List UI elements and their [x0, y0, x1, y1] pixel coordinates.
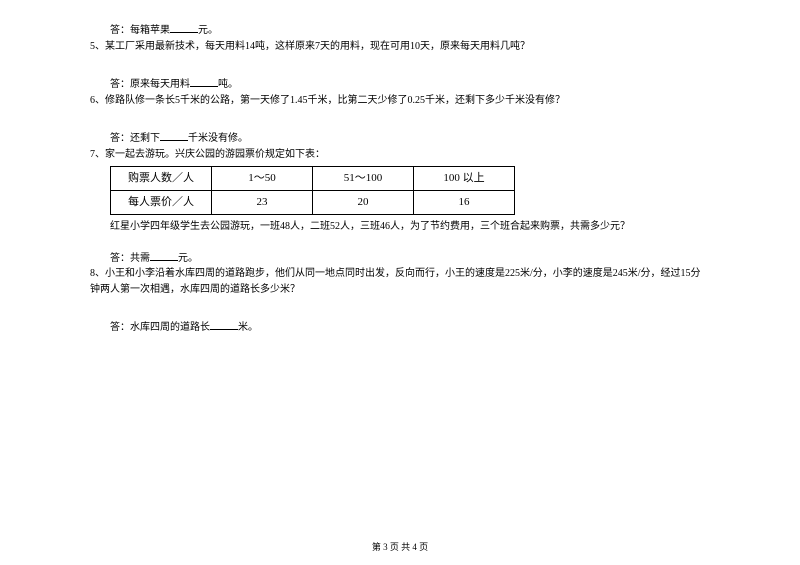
- q5-blank: [190, 76, 218, 87]
- q4-answer: 答：每箱苹果 元。: [90, 22, 710, 39]
- gap-8: [90, 297, 710, 319]
- q6-answer: 答：还剩下 千米没有修。: [90, 130, 710, 147]
- q7-after: 红星小学四年级学生去公园游玩，一班48人，二班52人，三班46人，为了节约费用，…: [90, 219, 710, 235]
- q7-td-0-2: 20: [313, 191, 414, 215]
- q7-blank: [150, 250, 178, 261]
- gap-6: [90, 108, 710, 130]
- q7-td-0-0: 每人票价／人: [111, 191, 212, 215]
- q7-th-0: 购票人数／人: [111, 167, 212, 191]
- q7-td-0-3: 16: [414, 191, 515, 215]
- q6-blank: [160, 130, 188, 141]
- q7-th-2: 51～100: [313, 167, 414, 191]
- q5-answer: 答：原来每天用料 吨。: [90, 76, 710, 93]
- q7-answer-prefix: 答：共需: [110, 253, 150, 264]
- q6-answer-prefix: 答：还剩下: [110, 133, 160, 144]
- q7-th-3: 100 以上: [414, 167, 515, 191]
- q5-text: 5、某工厂采用最新技术，每天用料14吨，这样原来7天的用料，现在可用10天，原来…: [90, 39, 710, 55]
- table-row-header: 购票人数／人 1～50 51～100 100 以上: [111, 167, 515, 191]
- q7-answer: 答：共需 元。: [90, 250, 710, 267]
- q6-text: 6、修路队修一条长5千米的公路，第一天修了1.45千米，比第二天少修了0.25千…: [90, 93, 710, 109]
- q8-answer: 答：水库四周的道路长 米。: [90, 319, 710, 336]
- q8-blank: [210, 319, 238, 330]
- q7-answer-suffix: 元。: [178, 253, 198, 264]
- page-footer: 第 3 页 共 4 页: [0, 541, 800, 555]
- q8-answer-prefix: 答：水库四周的道路长: [110, 322, 210, 333]
- gap-5: [90, 54, 710, 76]
- table-row: 每人票价／人 23 20 16: [111, 191, 515, 215]
- q4-answer-suffix: 元。: [198, 25, 218, 36]
- q7-table-wrap: 购票人数／人 1～50 51～100 100 以上 每人票价／人 23 20 1…: [110, 166, 710, 215]
- q6-answer-suffix: 千米没有修。: [188, 133, 248, 144]
- q4-blank: [170, 22, 198, 33]
- q5-answer-prefix: 答：原来每天用料: [110, 79, 190, 90]
- q8-text: 8、小王和小李沿着水库四周的道路跑步，他们从同一地点同时出发，反向而行，小王的速…: [90, 266, 710, 297]
- q7-th-1: 1～50: [212, 167, 313, 191]
- q7-intro: 7、家一起去游玩。兴庆公园的游园票价规定如下表：: [90, 147, 710, 163]
- gap-7: [90, 235, 710, 250]
- q5-answer-suffix: 吨。: [218, 79, 238, 90]
- q7-td-0-1: 23: [212, 191, 313, 215]
- q7-table: 购票人数／人 1～50 51～100 100 以上 每人票价／人 23 20 1…: [110, 166, 515, 215]
- q8-answer-suffix: 米。: [238, 322, 258, 333]
- page: 答：每箱苹果元。 5、某工厂采用最新技术，每天用料14吨，这样原来7天的用料，现…: [0, 0, 800, 565]
- q4-answer-prefix: 答：每箱苹果: [110, 25, 170, 36]
